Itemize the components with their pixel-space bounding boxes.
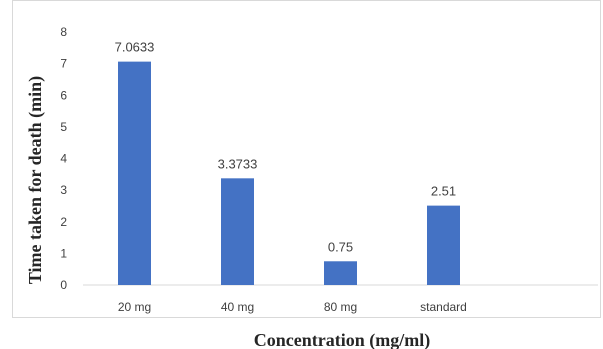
x-tick-label: standard	[420, 300, 467, 314]
y-tick-label: 0	[60, 278, 67, 292]
bar	[221, 178, 254, 285]
data-labels: 7.0633 3.3733 0.75 2.51	[115, 40, 457, 255]
x-tick-label: 80 mg	[324, 300, 357, 314]
bar-data-label: 3.3733	[218, 156, 258, 171]
y-tick-label: 1	[60, 246, 67, 260]
y-tick-label: 3	[60, 183, 67, 197]
bar-data-label: 0.75	[328, 239, 353, 254]
y-axis-title: Time taken for death (min)	[25, 76, 46, 284]
bar	[118, 61, 151, 285]
y-tick-label: 6	[60, 88, 67, 102]
x-tick-label: 20 mg	[118, 300, 151, 314]
bar	[427, 205, 460, 285]
bar-data-label: 2.51	[431, 184, 456, 199]
x-axis-title: Concentration (mg/ml)	[254, 330, 430, 349]
y-tick-label: 8	[60, 25, 67, 39]
y-tick-label: 5	[60, 120, 67, 134]
x-axis-ticks: 20 mg 40 mg 80 mg standard	[118, 300, 467, 314]
bar	[324, 261, 357, 285]
y-tick-label: 2	[60, 215, 67, 229]
y-axis-ticks: 0 1 2 3 4 5 6 7 8	[60, 25, 67, 292]
bars	[118, 61, 460, 285]
bar-data-label: 7.0633	[115, 40, 155, 55]
y-tick-label: 7	[60, 57, 67, 71]
y-tick-label: 4	[60, 152, 67, 166]
x-tick-label: 40 mg	[221, 300, 254, 314]
chart-frame	[12, 0, 601, 318]
